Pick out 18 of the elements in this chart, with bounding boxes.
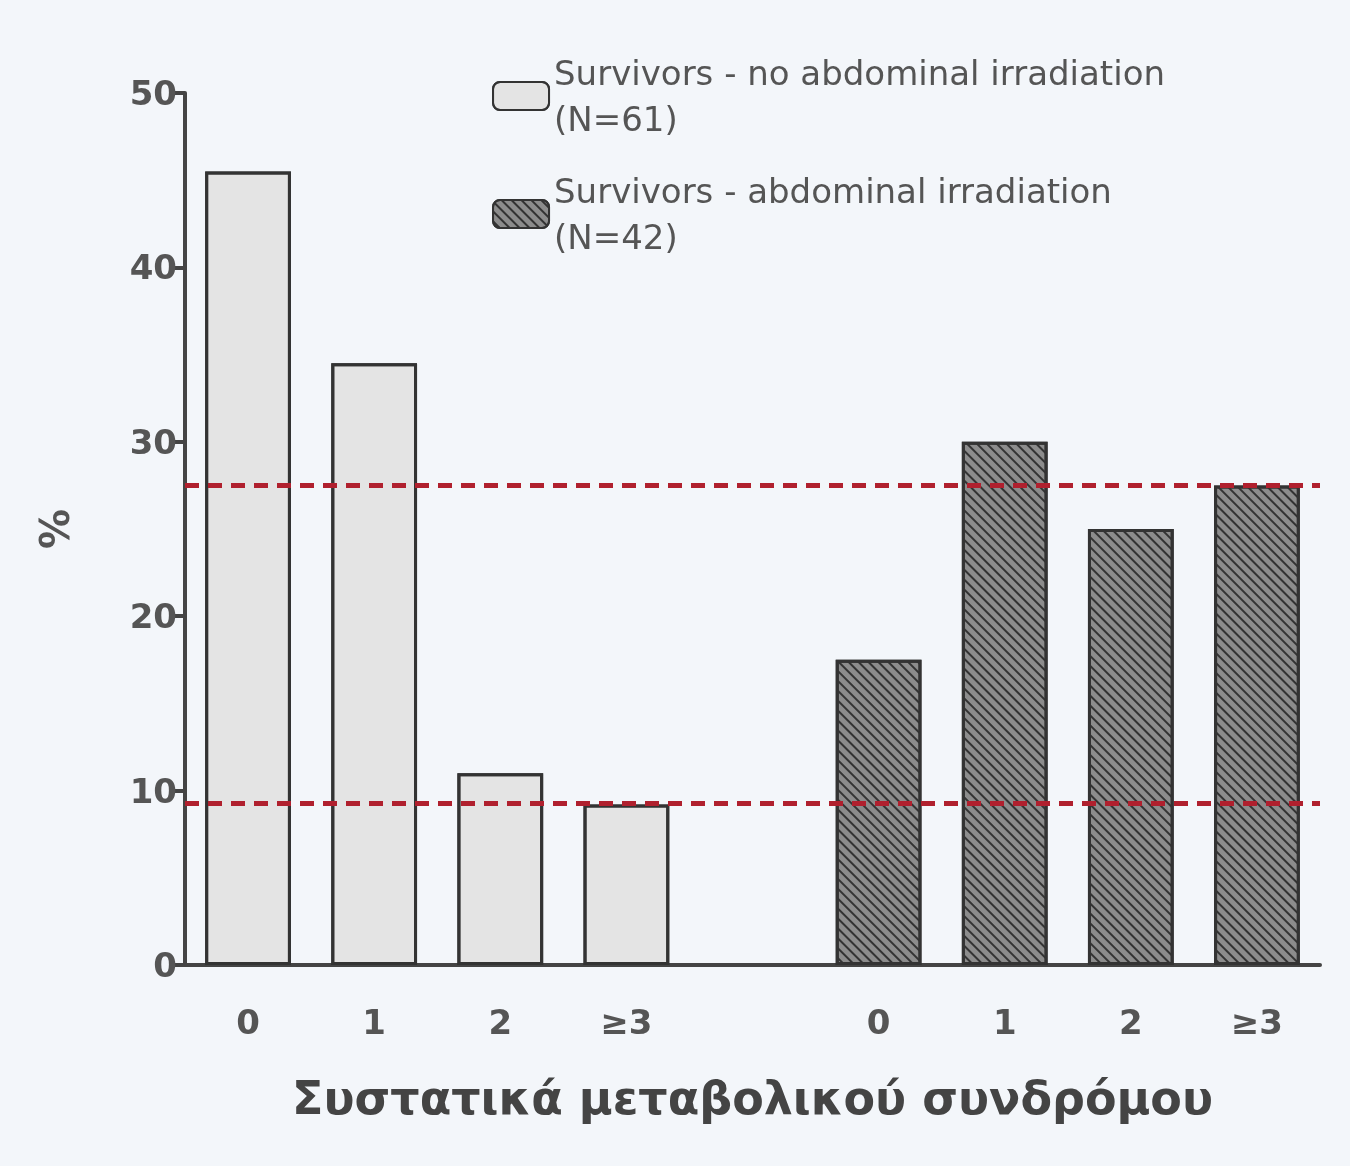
x-tick-label: 1 bbox=[992, 1002, 1017, 1042]
x-tick-label: 1 bbox=[362, 1002, 386, 1042]
x-tick-label: 2 bbox=[488, 1002, 513, 1042]
x-tick-label: ≥3 bbox=[1230, 1002, 1284, 1042]
y-tick-label: 0 bbox=[153, 945, 177, 985]
x-tick-label: 2 bbox=[1119, 1002, 1143, 1042]
x-tick-label: ≥3 bbox=[600, 1002, 653, 1042]
x-tick-label: 0 bbox=[866, 1002, 891, 1042]
y-axis-title: % bbox=[32, 508, 78, 550]
legend-label: Survivors - no abdominal irradiation (N=61) bbox=[554, 53, 1166, 139]
y-tick-label: 50 bbox=[129, 73, 177, 113]
legend-label: Survivors - abdominal irradiation (N=42) bbox=[554, 171, 1112, 257]
x-axis-title: Συστατικά μεταβολικού συνδρόμου bbox=[291, 1071, 1214, 1125]
x-tick-label: 0 bbox=[236, 1002, 260, 1042]
y-tick-label: 10 bbox=[129, 770, 177, 811]
y-tick-label: 30 bbox=[129, 421, 177, 462]
y-tick-label: 40 bbox=[129, 247, 177, 288]
y-tick-label: 20 bbox=[129, 596, 177, 637]
